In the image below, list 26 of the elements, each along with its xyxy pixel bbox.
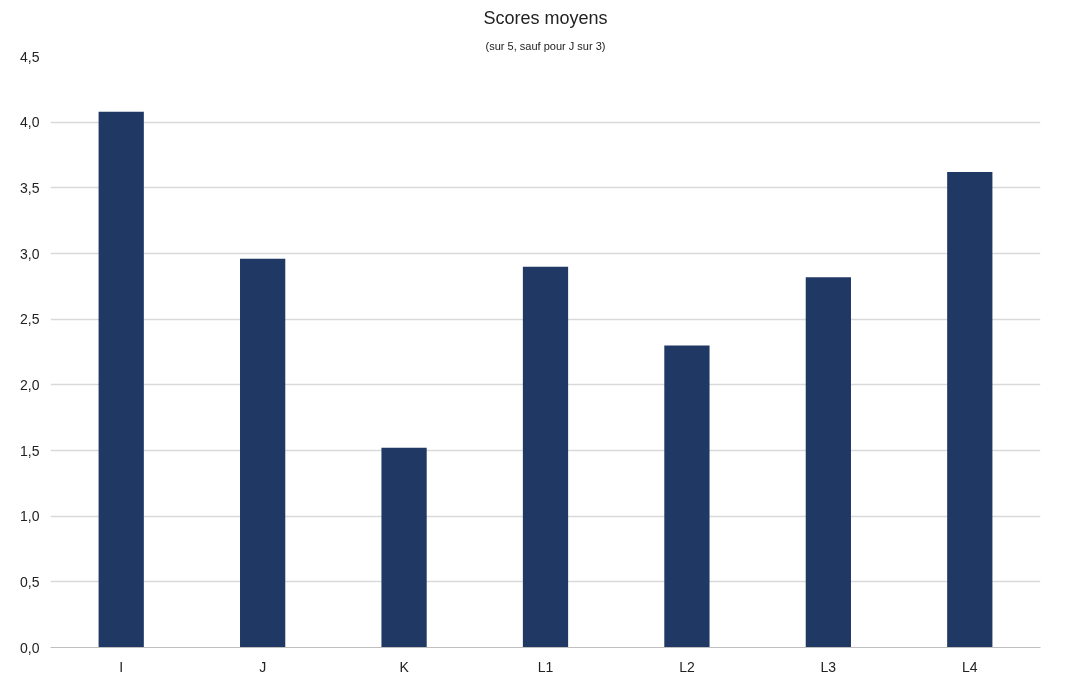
y-tick-label: 2,0 (20, 376, 40, 393)
chart-title: Scores moyens (483, 7, 608, 28)
y-tick-label: 0,5 (20, 573, 40, 590)
y-tick-label: 2,5 (20, 311, 40, 328)
y-tick-label: 4,5 (20, 48, 40, 65)
y-tick-label: 4,0 (20, 114, 40, 131)
x-tick-label: L3 (820, 658, 837, 675)
x-tick-label: L1 (537, 658, 554, 675)
bar (664, 345, 710, 648)
y-tick-label: 1,0 (20, 508, 40, 525)
bar (381, 447, 427, 648)
x-tick-label: J (259, 658, 267, 675)
chart-subtitle: (sur 5, sauf pour J sur 3) (485, 39, 606, 52)
y-tick-label: 3,5 (20, 179, 40, 196)
x-tick-label: I (119, 658, 124, 675)
bar (522, 266, 569, 648)
y-tick-label: 0,0 (20, 639, 40, 656)
bar (805, 277, 851, 648)
x-tick-label: L4 (962, 658, 978, 675)
bar (240, 258, 286, 648)
x-tick-label: K (399, 658, 410, 675)
y-tick-label: 3,0 (20, 245, 40, 262)
bar (947, 172, 993, 648)
x-tick-label: L2 (679, 658, 695, 675)
bar (98, 111, 144, 648)
y-tick-label: 1,5 (20, 442, 40, 459)
